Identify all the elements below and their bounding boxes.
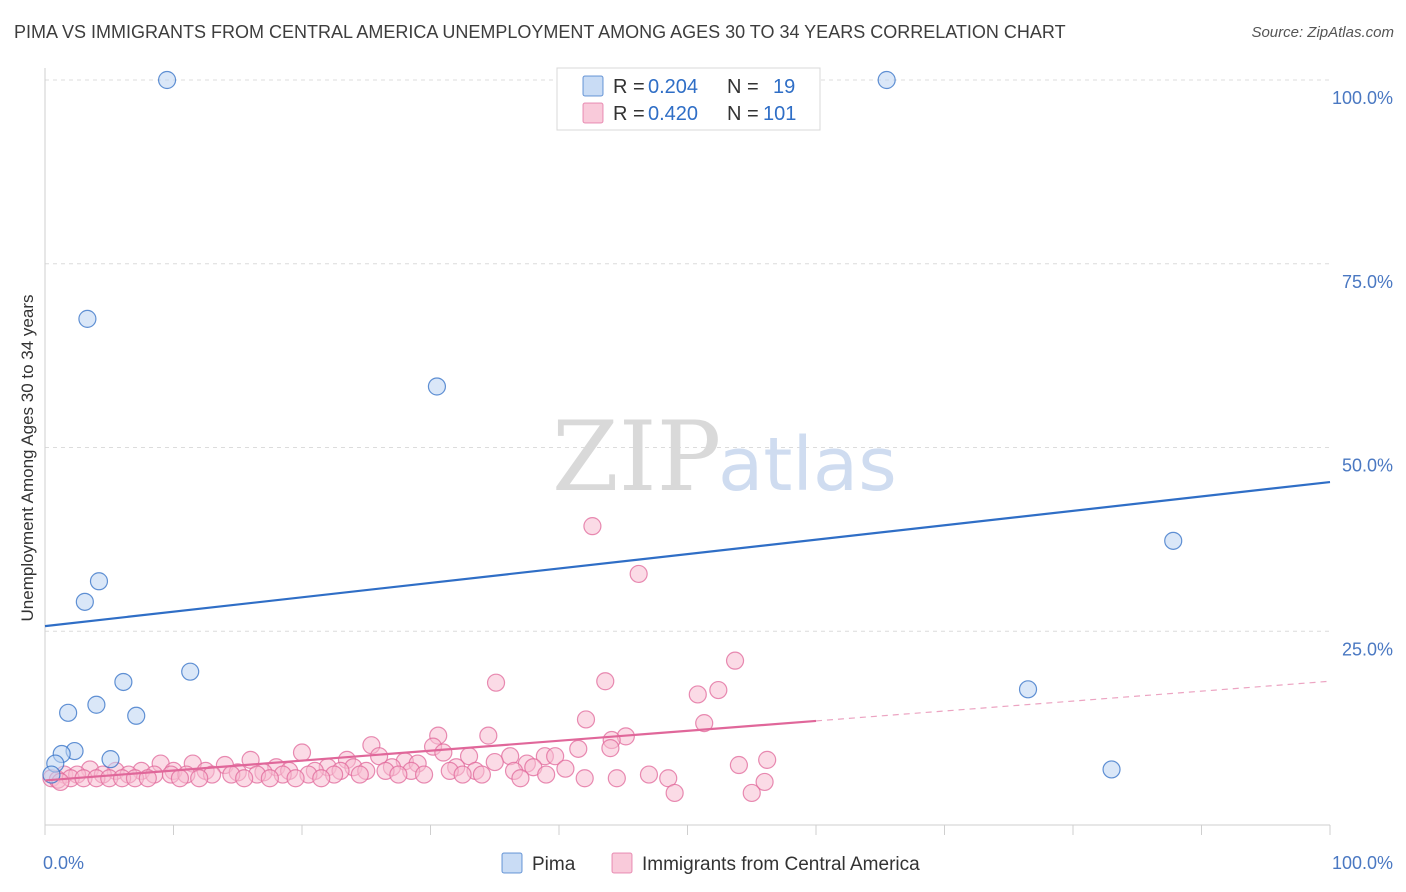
legend: R = 0.204 N = 19 R = 0.420 N = 101 bbox=[556, 67, 821, 131]
bottom-legend-pima: Pima bbox=[532, 854, 576, 875]
point-central-america-29 bbox=[485, 752, 504, 772]
point-central-america-17 bbox=[292, 743, 312, 762]
legend-r-label-central-america: R = bbox=[613, 103, 645, 125]
trend-lines bbox=[44, 480, 1331, 782]
point-pima-6 bbox=[75, 592, 94, 611]
point-pima-2 bbox=[78, 309, 97, 328]
point-central-america-93 bbox=[312, 769, 331, 788]
point-central-america-7 bbox=[576, 710, 596, 729]
bottom-legend: Pima Immigrants from Central America bbox=[501, 852, 920, 875]
point-central-america-0 bbox=[583, 517, 602, 536]
y-tick-labels: 100.0% 75.0% 50.0% 25.0% bbox=[1332, 88, 1393, 659]
point-pima-4 bbox=[1164, 531, 1183, 550]
point-central-america-24 bbox=[758, 750, 777, 769]
point-central-america-97 bbox=[755, 772, 774, 792]
point-central-america-6 bbox=[709, 680, 728, 700]
y-tick-label-3: 25.0% bbox=[1342, 639, 1393, 659]
point-central-america-100 bbox=[742, 783, 761, 803]
legend-r-value-central-america: 0.420 bbox=[648, 103, 698, 125]
legend-n-value-pima: 19 bbox=[773, 76, 795, 98]
legend-n-label-central-america: N = bbox=[727, 103, 759, 125]
point-central-america-15 bbox=[569, 739, 588, 758]
point-central-america-89 bbox=[190, 769, 209, 788]
point-pima-3 bbox=[427, 377, 447, 396]
legend-swatch-central-america bbox=[582, 102, 604, 124]
point-pima-11 bbox=[59, 703, 78, 722]
point-pima-9 bbox=[1018, 680, 1038, 699]
bottom-legend-swatch-central-america bbox=[611, 852, 633, 874]
point-central-america-72 bbox=[389, 765, 408, 784]
y-tick-label-2: 50.0% bbox=[1342, 456, 1393, 476]
point-central-america-3 bbox=[486, 673, 506, 692]
x-tick-label-1: 100.0% bbox=[1332, 853, 1393, 873]
legend-swatch-pima bbox=[582, 75, 604, 97]
y-axis-label: Unemployment Among Ages 30 to 34 years bbox=[18, 295, 37, 622]
gridlines bbox=[45, 79, 1330, 632]
point-central-america-71 bbox=[350, 765, 369, 784]
point-central-america-91 bbox=[260, 769, 279, 788]
point-central-america-10 bbox=[479, 726, 498, 745]
point-central-america-78 bbox=[639, 765, 659, 784]
point-pima-10 bbox=[87, 695, 106, 714]
point-pima-0 bbox=[157, 70, 177, 90]
bottom-legend-central-america: Immigrants from Central America bbox=[642, 854, 920, 875]
series-central-america-points bbox=[42, 517, 777, 803]
source-label: Source: ZipAtlas.com bbox=[1251, 24, 1394, 41]
x-tick-label-0: 0.0% bbox=[43, 853, 84, 873]
point-central-america-92 bbox=[286, 769, 305, 788]
point-central-america-41 bbox=[729, 755, 749, 775]
point-central-america-73 bbox=[414, 765, 434, 784]
watermark-atlas: atlas bbox=[718, 422, 897, 508]
trend-line-central-america-extension bbox=[815, 680, 1331, 722]
y-tick-label-1: 75.0% bbox=[1342, 272, 1393, 292]
point-pima-8 bbox=[114, 672, 133, 692]
point-central-america-74 bbox=[453, 765, 472, 784]
point-central-america-8 bbox=[695, 714, 714, 733]
chart-title: PIMA VS IMMIGRANTS FROM CENTRAL AMERICA … bbox=[14, 22, 1066, 42]
point-central-america-40 bbox=[556, 759, 575, 778]
point-pima-17 bbox=[1102, 760, 1121, 779]
y-tick-label-0: 100.0% bbox=[1332, 88, 1393, 108]
point-central-america-94 bbox=[511, 769, 530, 788]
series-pima-points bbox=[42, 70, 1183, 784]
point-central-america-95 bbox=[607, 769, 626, 788]
point-pima-5 bbox=[89, 572, 109, 591]
legend-n-label-pima: N = bbox=[727, 76, 759, 98]
point-central-america-4 bbox=[596, 672, 615, 691]
watermark-zip: ZIP bbox=[552, 401, 721, 513]
point-central-america-1 bbox=[629, 564, 648, 584]
point-central-america-90 bbox=[235, 769, 254, 788]
point-pima-1 bbox=[877, 70, 896, 90]
point-central-america-75 bbox=[472, 765, 491, 784]
axes bbox=[44, 68, 1331, 835]
point-central-america-87 bbox=[138, 769, 157, 788]
point-central-america-18 bbox=[434, 743, 453, 762]
point-pima-15 bbox=[101, 750, 120, 769]
legend-r-label-pima: R = bbox=[613, 76, 645, 98]
point-pima-12 bbox=[127, 706, 146, 725]
point-central-america-5 bbox=[688, 685, 707, 704]
legend-n-value-central-america: 101 bbox=[763, 103, 796, 125]
x-tick-labels: 0.0% 100.0% bbox=[43, 853, 1393, 873]
point-central-america-99 bbox=[665, 783, 684, 803]
point-central-america-88 bbox=[170, 769, 190, 788]
point-central-america-77 bbox=[575, 769, 594, 788]
trend-line-central-america bbox=[44, 719, 817, 782]
trend-line-pima bbox=[44, 480, 1331, 628]
point-central-america-16 bbox=[601, 739, 620, 758]
legend-r-value-pima: 0.204 bbox=[648, 76, 698, 98]
point-pima-7 bbox=[181, 662, 200, 681]
point-central-america-76 bbox=[537, 765, 556, 784]
bottom-legend-swatch-pima bbox=[501, 852, 523, 874]
point-central-america-23 bbox=[546, 747, 565, 766]
point-central-america-2 bbox=[725, 651, 745, 670]
